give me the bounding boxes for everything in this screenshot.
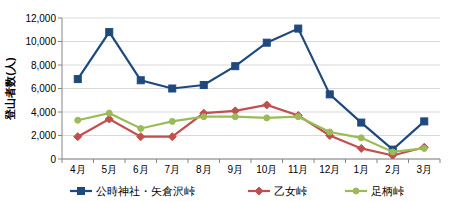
legend-label: 公時神社・矢倉沢峠 [96, 185, 195, 197]
point [295, 25, 302, 32]
x-tick-label: 2月 [385, 164, 401, 175]
point [421, 118, 428, 125]
point [74, 133, 82, 141]
x-tick [345, 159, 346, 163]
point [358, 135, 364, 141]
y-tick [58, 41, 62, 42]
point [106, 29, 113, 36]
point [200, 81, 207, 88]
series-line [78, 113, 425, 152]
point [390, 149, 396, 155]
grid-line [62, 112, 440, 113]
x-tick [156, 159, 157, 163]
x-tick-label: 1月 [353, 164, 369, 175]
x-tick-label: 10月 [256, 164, 277, 175]
y-tick [58, 88, 62, 89]
x-tick [62, 159, 63, 163]
x-tick [282, 159, 283, 163]
legend-marker [78, 188, 85, 195]
y-tick [58, 65, 62, 66]
point [421, 145, 427, 151]
x-tick [440, 159, 441, 163]
x-tick-label: 11月 [288, 164, 308, 175]
point [168, 133, 176, 141]
y-axis [62, 18, 63, 159]
x-tick [93, 159, 94, 163]
point [169, 118, 175, 124]
y-tick-label: 4,000 [31, 107, 56, 118]
y-tick [58, 18, 62, 19]
point [232, 114, 238, 120]
point [138, 125, 144, 131]
x-tick-label: 4月 [70, 164, 86, 175]
x-tick-label: 7月 [164, 164, 180, 175]
x-tick-label: 3月 [416, 164, 432, 175]
y-tick-label: 12,000 [25, 13, 56, 24]
point [326, 91, 333, 98]
point [232, 63, 239, 70]
x-tick [251, 159, 252, 163]
y-tick-label: 2,000 [31, 130, 56, 141]
legend-marker [255, 187, 263, 195]
grid-line [62, 135, 440, 136]
point [74, 76, 81, 83]
grid-line [62, 41, 440, 42]
legend-label: 足柄峠 [371, 185, 404, 197]
x-tick-label: 8月 [196, 164, 212, 175]
plot-area [74, 25, 429, 159]
x-tick-label: 6月 [133, 164, 149, 175]
legend: 公時神社・矢倉沢峠 乙女峠 足柄峠 [70, 185, 404, 197]
chart: 0 2,000 4,000 6,000 8,000 10,000 12,000 4月 5月 6月 7… [0, 0, 450, 202]
y-axis-title: 登山者数(人) [4, 57, 17, 121]
x-tick [314, 159, 315, 163]
x-tick-label: 5月 [101, 164, 117, 175]
x-tick [377, 159, 378, 163]
point [263, 39, 270, 46]
x-tick-label: 12月 [319, 164, 340, 175]
point [358, 119, 365, 126]
point [106, 110, 112, 116]
point [137, 133, 145, 141]
point [263, 101, 271, 109]
y-tick [58, 112, 62, 113]
grid-line [62, 65, 440, 66]
x-tick [125, 159, 126, 163]
point [420, 143, 428, 151]
grid-line [62, 18, 440, 19]
point [75, 117, 81, 123]
y-tick-label: 10,000 [25, 36, 56, 47]
point [169, 85, 176, 92]
series-line [78, 105, 425, 156]
point [294, 112, 302, 120]
x-tick [408, 159, 409, 163]
grid-line [62, 88, 440, 89]
point [137, 77, 144, 84]
y-tick [58, 159, 62, 160]
point [295, 114, 301, 120]
point [357, 144, 365, 152]
y-tick-label: 0 [50, 154, 56, 165]
legend-label: 乙女峠 [274, 185, 307, 197]
x-tick [219, 159, 220, 163]
point [201, 114, 207, 120]
point [327, 129, 333, 135]
y-tick [58, 135, 62, 136]
legend-marker [353, 188, 359, 194]
point [264, 115, 270, 121]
y-tick-label: 6,000 [31, 83, 56, 94]
x-tick [188, 159, 189, 163]
x-tick-label: 9月 [227, 164, 243, 175]
y-tick-label: 8,000 [31, 60, 56, 71]
